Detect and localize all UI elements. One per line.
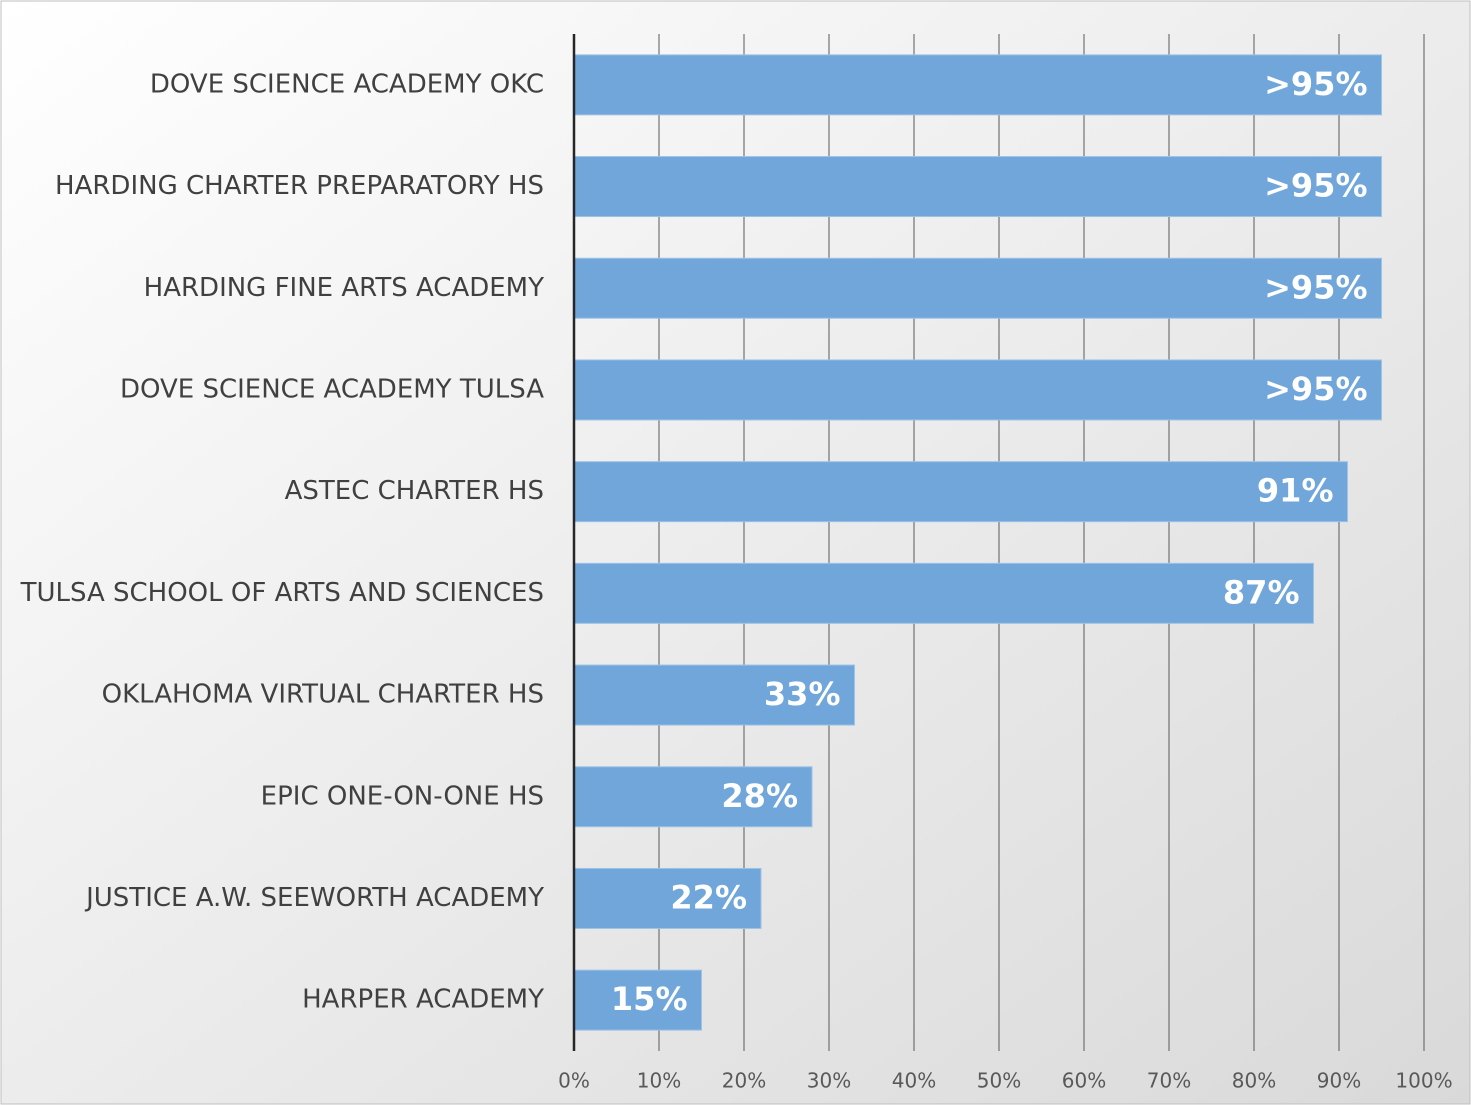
data-label: >95% [1264,268,1367,306]
x-tick-label: 80% [1232,1069,1276,1093]
y-tick-label: TULSA SCHOOL OF ARTS AND SCIENCES [20,578,544,608]
x-tick-label: 10% [637,1069,681,1093]
data-label: >95% [1264,167,1367,205]
x-tick-label: 70% [1147,1069,1191,1093]
y-tick-label: HARDING FINE ARTS ACADEMY [144,273,544,303]
data-label: 28% [721,777,798,815]
bar [573,359,1382,421]
y-tick-label: EPIC ONE-ON-ONE HS [261,781,544,811]
x-tick-label: 20% [722,1069,766,1093]
y-tick-label: OKLAHOMA VIRTUAL CHARTER HS [102,680,544,710]
data-label: 91% [1257,472,1334,510]
bar [573,562,1314,624]
bar [573,867,762,929]
y-tick-label: ASTEC CHARTER HS [285,476,544,506]
y-tick-label: HARDING CHARTER PREPARATORY HS [55,171,544,201]
data-label: 87% [1223,573,1300,611]
x-tick-label: 100% [1395,1069,1452,1093]
data-label: >95% [1264,370,1367,408]
x-tick-label: 90% [1317,1069,1361,1093]
y-tick-label: DOVE SCIENCE ACADEMY OKC [150,69,544,99]
x-tick-label: 30% [807,1069,851,1093]
y-tick-label: DOVE SCIENCE ACADEMY TULSA [120,374,544,404]
x-tick-label: 60% [1062,1069,1106,1093]
y-tick-label: JUSTICE A.W. SEEWORTH ACADEMY [84,883,544,913]
bar [573,54,1382,116]
data-label: 22% [670,878,747,916]
data-label: 15% [611,980,688,1018]
y-tick-label: HARPER ACADEMY [302,985,544,1015]
data-label: >95% [1264,65,1367,103]
x-tick-label: 0% [558,1069,590,1093]
bar [573,257,1382,319]
bar [573,461,1348,523]
data-label: 33% [764,675,841,713]
x-tick-label: 40% [892,1069,936,1093]
bar [573,969,702,1031]
x-tick-label: 50% [977,1069,1021,1093]
bar [573,156,1382,218]
bar [573,664,855,726]
